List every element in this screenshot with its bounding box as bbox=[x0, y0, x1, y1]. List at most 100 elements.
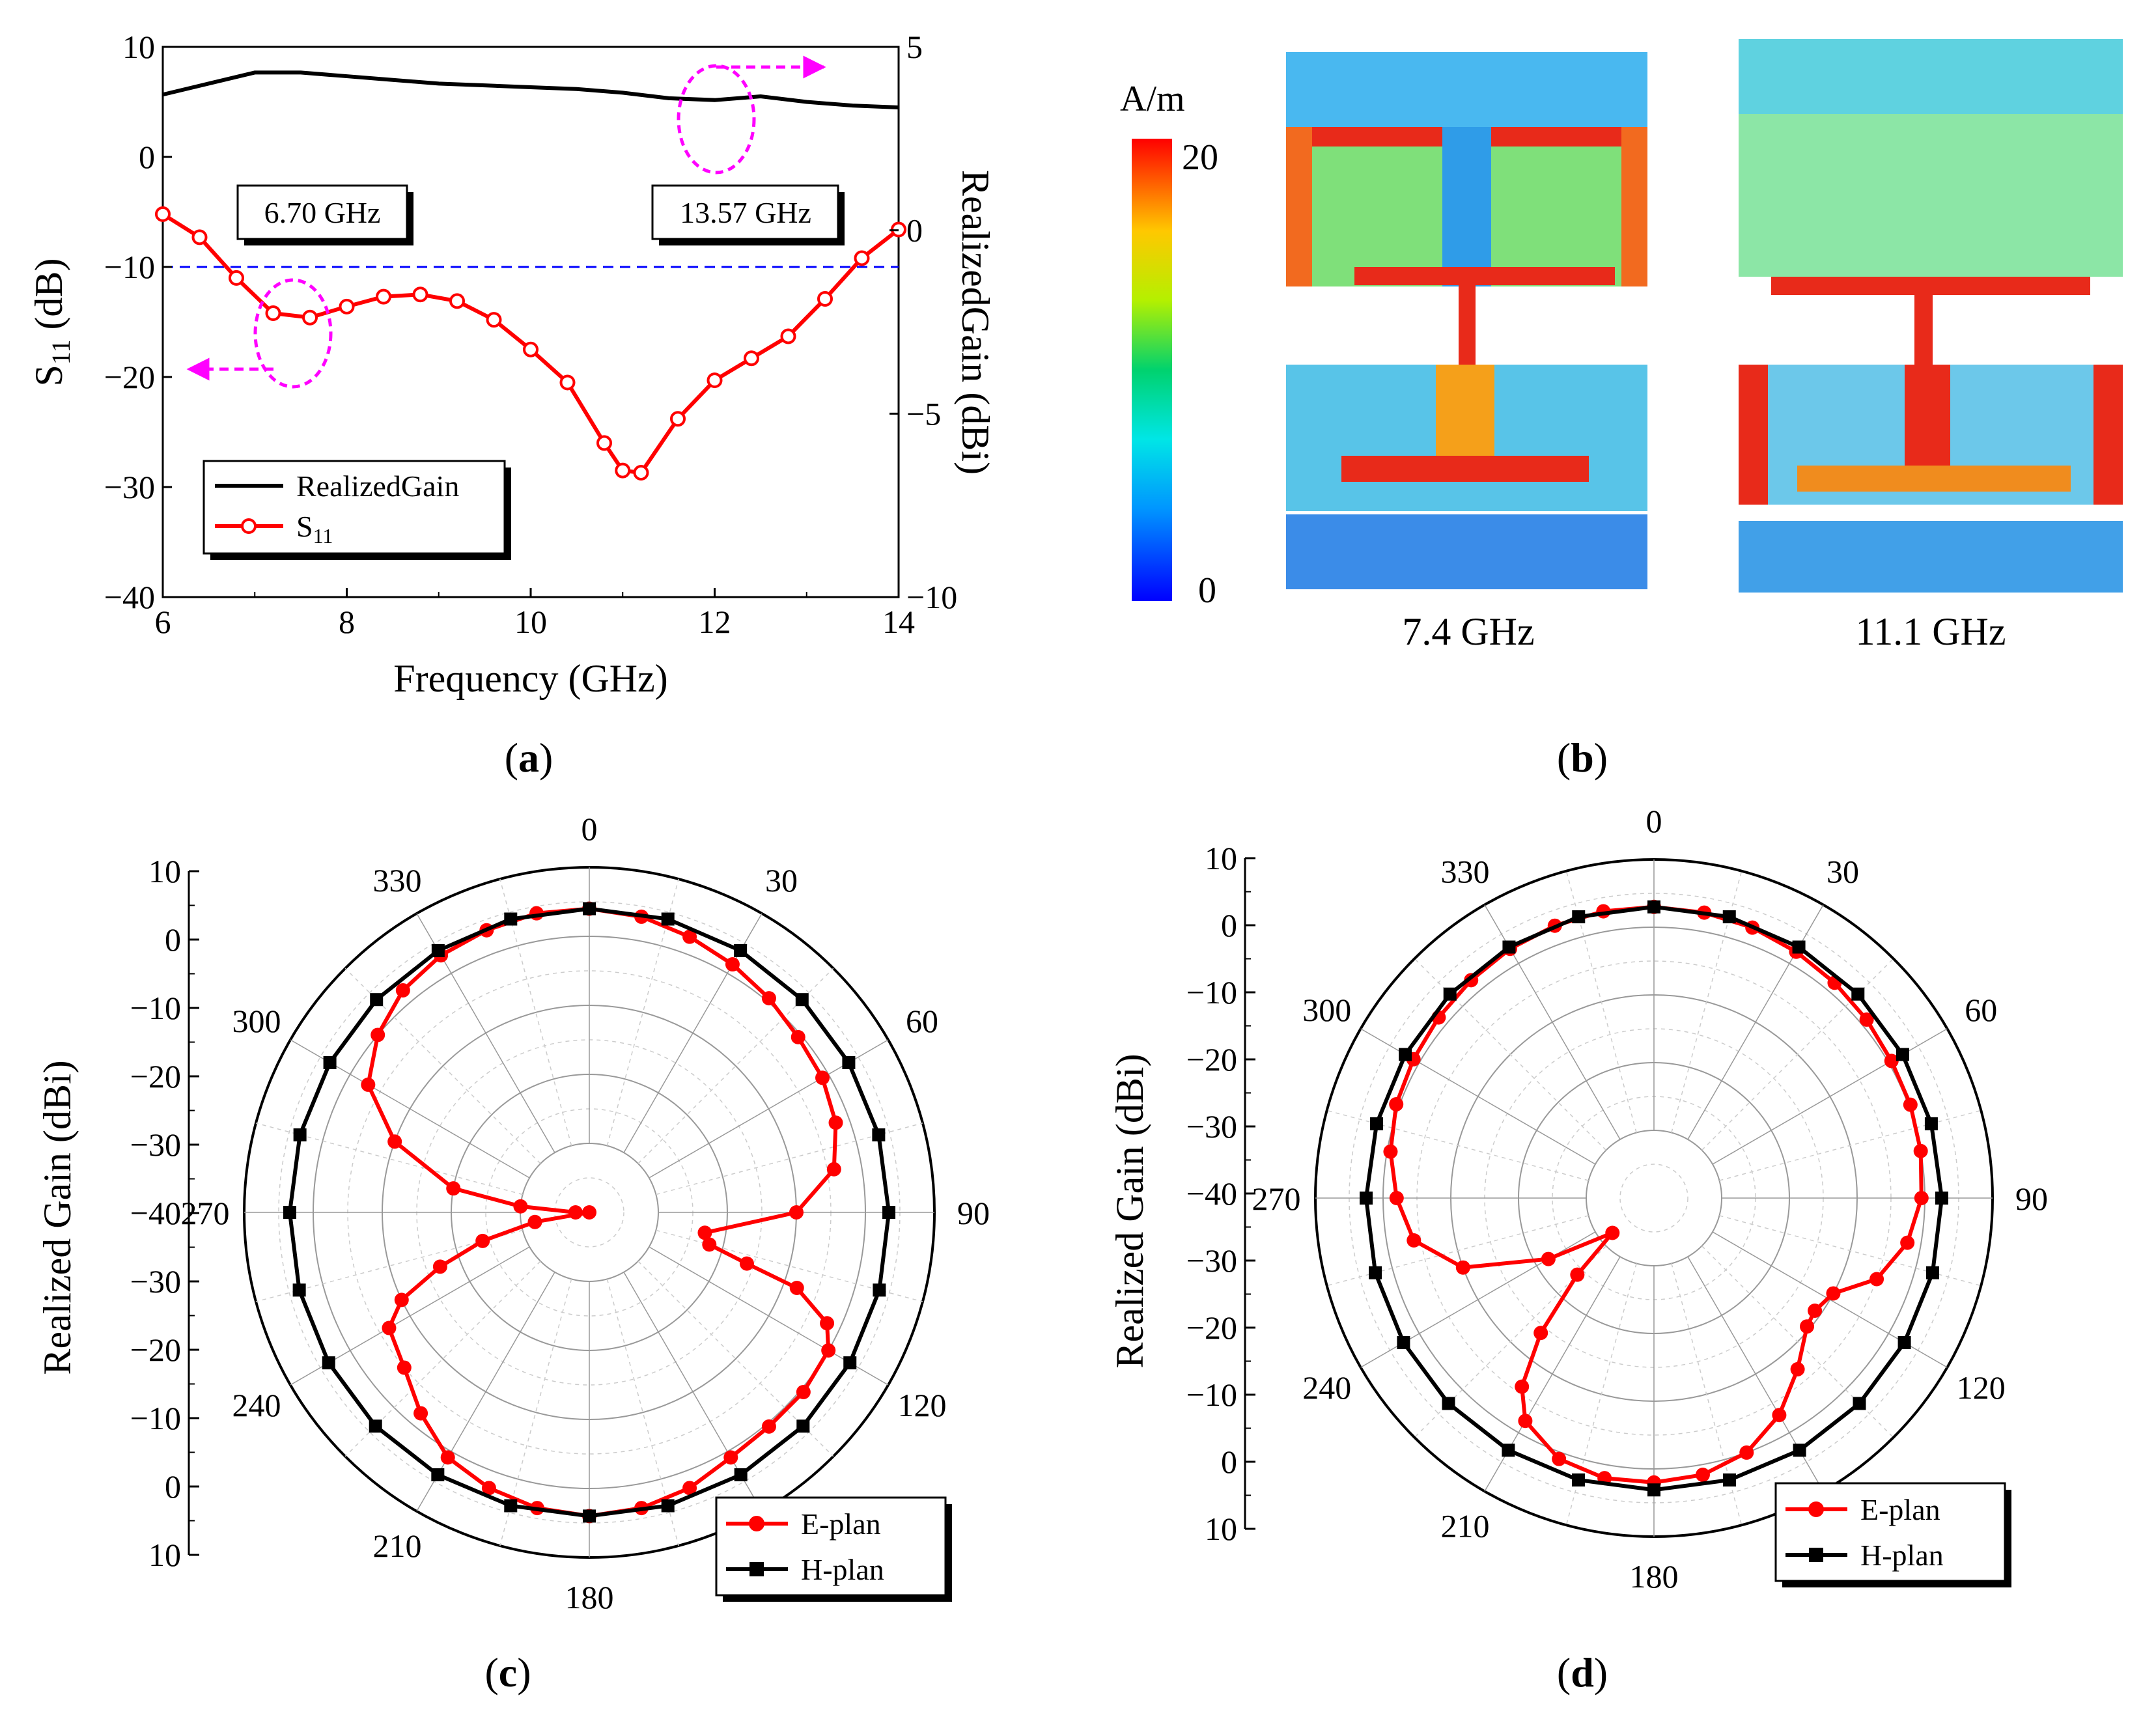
e-plan-point bbox=[513, 1199, 528, 1214]
polar-spoke bbox=[1565, 871, 1637, 1133]
e-plan-point bbox=[702, 1237, 717, 1252]
panel-b-current-distribution: A/m 20 0 bbox=[1120, 39, 2123, 653]
radial-tick-label: 10 bbox=[1205, 1511, 1237, 1547]
e-plan-point bbox=[1772, 1408, 1787, 1423]
legend-c: E-plan H-plan bbox=[715, 1496, 952, 1602]
e-plan-point bbox=[739, 1256, 754, 1271]
radial-tick-label: 0 bbox=[1221, 907, 1237, 943]
h-plan-point bbox=[1370, 1117, 1384, 1130]
e-plan-point bbox=[682, 1481, 697, 1496]
radial-tick-label: 10 bbox=[148, 1537, 181, 1573]
e-plan-point bbox=[791, 1029, 805, 1044]
panel-label-d: (d) bbox=[1557, 1649, 1608, 1696]
angle-label: 60 bbox=[906, 1003, 938, 1039]
e-plan-point bbox=[761, 1419, 776, 1434]
e-plan-point bbox=[1383, 1144, 1398, 1159]
angle-label: 90 bbox=[2015, 1180, 2048, 1217]
e-plan-point bbox=[397, 1360, 412, 1375]
colorbar bbox=[1132, 139, 1172, 601]
legend-label-s11: S11 bbox=[296, 510, 333, 548]
e-plan-point bbox=[1790, 1361, 1805, 1376]
h-plan-point bbox=[323, 1055, 337, 1069]
e-plan-point bbox=[568, 1205, 583, 1220]
s11-point bbox=[412, 286, 428, 303]
y2-axis-label: RealizedGain (dBi) bbox=[954, 170, 997, 475]
radial-tick-label: 10 bbox=[1205, 840, 1237, 876]
frequency-label-7.4: 7.4 GHz bbox=[1402, 610, 1534, 653]
frequency-label-11.1: 11.1 GHz bbox=[1855, 610, 2006, 653]
polar-minor-ring bbox=[554, 1177, 624, 1248]
angle-label: 60 bbox=[1965, 992, 1997, 1028]
e-plan-point bbox=[1515, 1379, 1530, 1394]
e-plan-point bbox=[1913, 1143, 1928, 1158]
e-plan-point bbox=[1570, 1267, 1585, 1282]
angle-label: 0 bbox=[1646, 803, 1662, 839]
e-plan-point bbox=[682, 929, 697, 944]
e-plan-point bbox=[527, 1214, 542, 1229]
legend-marker-hplan bbox=[749, 1562, 764, 1576]
series-e-plan bbox=[1388, 904, 1924, 1485]
e-plan-point bbox=[382, 1320, 397, 1335]
e-plan-point bbox=[821, 1343, 836, 1358]
h-plan-point bbox=[1792, 940, 1806, 954]
y-tick-label: −30 bbox=[104, 469, 155, 505]
y-tick-label: 10 bbox=[122, 29, 155, 65]
h-plan-point bbox=[370, 993, 384, 1007]
angle-label: 180 bbox=[1630, 1558, 1679, 1595]
angle-label: 90 bbox=[957, 1195, 990, 1231]
radial-tick-label: −10 bbox=[1186, 1376, 1237, 1413]
h-plan-point bbox=[795, 993, 809, 1007]
gain-indicator-ellipse bbox=[677, 64, 756, 174]
y2-tick-label: −5 bbox=[906, 395, 941, 432]
angle-label: 240 bbox=[1302, 1369, 1351, 1406]
s11-indicator-ellipse bbox=[253, 278, 333, 389]
e-plan-point bbox=[697, 1225, 712, 1240]
polar-spoke bbox=[1565, 1263, 1637, 1526]
e-plan-point bbox=[446, 1181, 461, 1196]
h-plan-point bbox=[1443, 987, 1457, 1001]
panel-label-c: (c) bbox=[484, 1649, 531, 1696]
e-plan-point bbox=[1808, 1303, 1823, 1318]
legend-a: RealizedGain S11 bbox=[203, 460, 511, 560]
e-plan-point bbox=[789, 1205, 804, 1220]
s11-point bbox=[449, 293, 465, 309]
radial-tick-label: −10 bbox=[130, 1400, 181, 1436]
s11-point bbox=[191, 229, 208, 245]
h-plan-point bbox=[882, 1206, 896, 1219]
panel-label-a: (a) bbox=[505, 734, 553, 781]
h-plan-point bbox=[431, 943, 445, 957]
e-plan-point bbox=[1739, 1445, 1754, 1460]
h-plan-point bbox=[504, 912, 518, 926]
angle-label: 30 bbox=[765, 862, 798, 899]
h-plan-point bbox=[734, 943, 748, 957]
e-plan-point bbox=[1800, 1319, 1815, 1334]
legend-label-hplan: H-plan bbox=[1860, 1539, 1944, 1572]
polar-spoke bbox=[1712, 1028, 1948, 1165]
y-tick-label: −40 bbox=[104, 579, 155, 615]
s11-point bbox=[780, 328, 796, 344]
s11-point bbox=[615, 462, 631, 479]
e-plan-point bbox=[1407, 1233, 1421, 1248]
e-plan-point bbox=[1695, 1468, 1710, 1483]
s11-point bbox=[376, 288, 391, 305]
h-plan-point bbox=[583, 902, 596, 915]
radial-tick-label: −20 bbox=[1186, 1309, 1237, 1346]
e-plan-point bbox=[815, 1070, 830, 1085]
polar-spoke bbox=[1701, 1246, 1894, 1438]
legend-marker-eplan bbox=[749, 1516, 764, 1531]
e-plan-point bbox=[361, 1077, 376, 1092]
radial-tick-label: −20 bbox=[1186, 1041, 1237, 1078]
radial-tick-label: −30 bbox=[130, 1263, 181, 1300]
angle-label: 240 bbox=[232, 1387, 281, 1423]
radial-tick-label: −10 bbox=[1186, 974, 1237, 1011]
e-plan-point bbox=[387, 1134, 402, 1149]
h-plan-point bbox=[1897, 1336, 1911, 1350]
polar-spoke bbox=[1701, 958, 1894, 1151]
x-tick-label: 10 bbox=[514, 604, 547, 640]
e-plan-point bbox=[440, 1450, 455, 1465]
e-plan-point bbox=[1541, 1251, 1556, 1266]
h-plan-point bbox=[1722, 910, 1736, 924]
h-plan-point bbox=[1571, 1473, 1585, 1487]
h-plan-point bbox=[1502, 1444, 1515, 1457]
